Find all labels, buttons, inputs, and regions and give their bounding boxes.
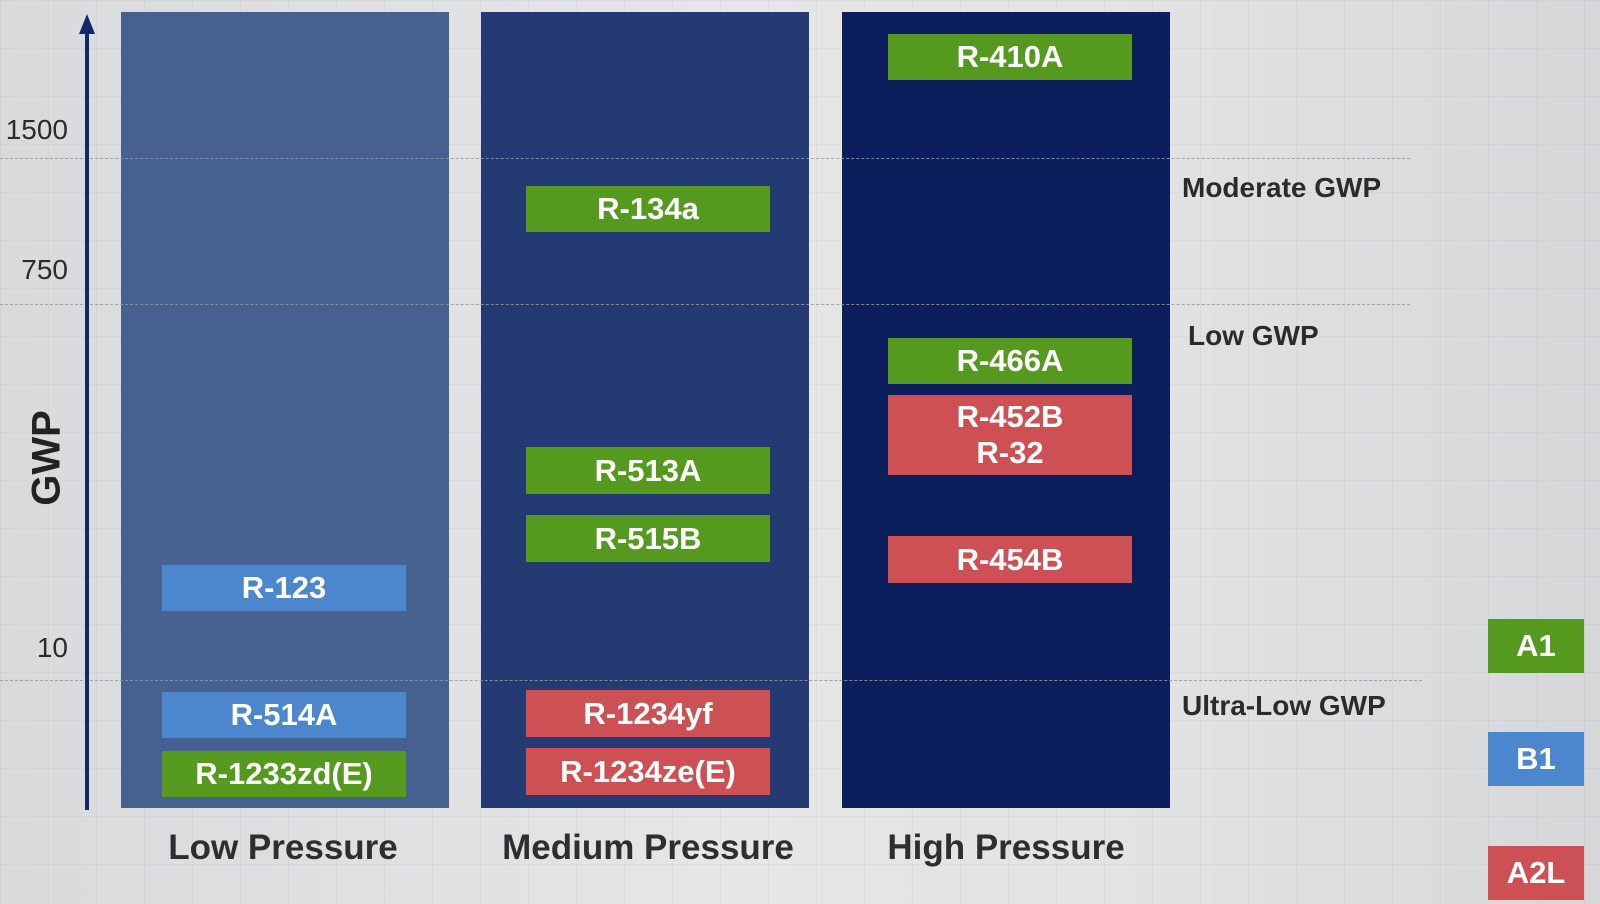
refrigerant-label: R-515B — [594, 520, 702, 556]
refrigerant-box: R-410A — [888, 34, 1132, 80]
threshold-line-750 — [0, 304, 1410, 305]
refrigerant-box: R-513A — [526, 447, 770, 494]
band-label-ultra-low: Ultra-Low GWP — [1182, 690, 1386, 721]
tick-10: 10 — [36, 632, 68, 663]
legend-b1: B1 — [1488, 732, 1584, 786]
refrigerant-label: R-513A — [594, 452, 702, 488]
gwp-axis-label: GWP — [24, 410, 69, 506]
refrigerant-label: R-514A — [230, 697, 338, 732]
refrigerant-box: R-454B — [888, 536, 1132, 583]
refrigerant-label: R-410A — [956, 39, 1064, 74]
refrigerant-box: R-134a — [526, 186, 770, 232]
refrigerant-box: R-514A — [162, 692, 406, 738]
medium-pressure-column — [481, 12, 809, 808]
refrigerant-label: R-452B — [956, 399, 1064, 434]
band-label-low: Low GWP — [1188, 320, 1319, 351]
gwp-axis-arrow-icon — [79, 14, 95, 34]
refrigerant-box: R-515B — [526, 515, 770, 562]
refrigerant-label: R-1234yf — [583, 695, 713, 731]
legend-a1: A1 — [1488, 619, 1584, 673]
refrigerant-box: R-1233zd(E) — [162, 751, 406, 797]
refrigerant-label: R-134a — [597, 191, 699, 226]
refrigerant-box: R-452B R-32 — [888, 395, 1132, 475]
column-label-high: High Pressure — [887, 828, 1125, 867]
tick-750: 750 — [21, 254, 68, 285]
refrigerant-box: R-1234ze(E) — [526, 748, 770, 795]
threshold-line-1500 — [0, 158, 1410, 159]
column-label-low: Low Pressure — [168, 828, 398, 867]
threshold-line-10 — [0, 680, 1422, 681]
refrigerant-label: R-1234ze(E) — [560, 753, 736, 789]
column-label-medium: Medium Pressure — [502, 828, 794, 867]
refrigerant-box: R-466A — [888, 338, 1132, 384]
low-pressure-column — [121, 12, 449, 808]
legend-a2l: A2L — [1488, 846, 1584, 900]
gwp-axis-line — [85, 28, 89, 810]
refrigerant-label: R-454B — [956, 541, 1064, 577]
tick-1500: 1500 — [5, 114, 68, 145]
refrigerant-label: R-32 — [976, 435, 1044, 470]
band-label-moderate: Moderate GWP — [1182, 172, 1382, 203]
refrigerant-label: R-466A — [956, 343, 1064, 378]
refrigerant-box: R-123 — [162, 565, 406, 611]
refrigerant-label: R-123 — [241, 570, 327, 605]
refrigerant-box: R-1234yf — [526, 690, 770, 737]
refrigerant-label: R-1233zd(E) — [195, 756, 373, 791]
